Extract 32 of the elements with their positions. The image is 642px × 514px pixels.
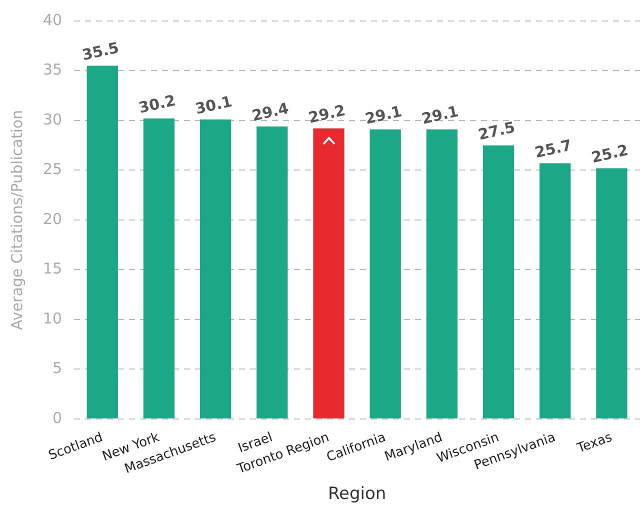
data-label: 29.4 (250, 99, 290, 125)
y-tick-label: 25 (42, 160, 62, 178)
bar (313, 128, 344, 418)
y-tick-label: 5 (52, 359, 62, 378)
data-label: 25.2 (590, 140, 630, 167)
data-label: 29.1 (363, 102, 404, 128)
x-axis-title: Region (328, 484, 386, 504)
data-label: 30.1 (194, 92, 234, 118)
y-tick-label: 20 (42, 210, 62, 228)
bar (86, 66, 118, 418)
data-label: 29.1 (420, 102, 460, 128)
x-tick-label: Texas (574, 430, 614, 457)
data-label: 25.7 (533, 136, 574, 162)
y-tick-label: 10 (42, 309, 62, 328)
y-axis-title: Average Citations/Publication (8, 110, 26, 330)
y-tick-label: 15 (42, 260, 62, 278)
bar (370, 129, 401, 418)
bar (256, 126, 288, 418)
y-tick-label: 40 (42, 10, 62, 29)
bar (426, 129, 458, 418)
bar (596, 168, 628, 418)
y-tick-label: 0 (52, 408, 62, 427)
data-label: 35.5 (80, 38, 121, 64)
y-tick-label: 35 (42, 60, 62, 79)
bar (143, 118, 175, 418)
data-label: 27.5 (476, 118, 517, 144)
bar (200, 119, 232, 418)
data-label: 30.2 (137, 91, 178, 117)
y-tick-label: 30 (42, 110, 62, 128)
bar (540, 163, 571, 418)
bar (482, 145, 514, 418)
data-label: 29.2 (306, 101, 347, 127)
